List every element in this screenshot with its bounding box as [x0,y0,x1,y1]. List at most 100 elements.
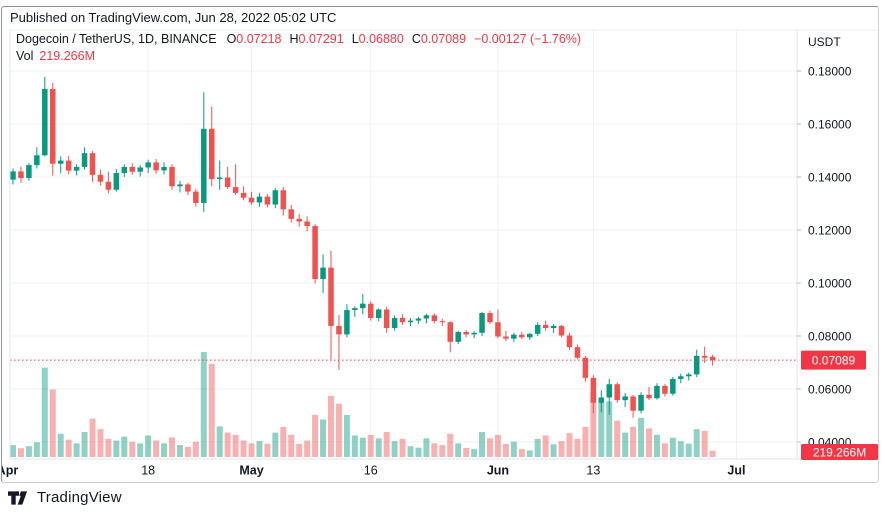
candle-body [18,171,24,179]
candle-body [336,325,342,335]
volume-bar [351,435,358,457]
symbol-title: Dogecoin / TetherUS, 1D, BINANCE [16,32,217,46]
volume-bar [288,434,295,457]
axis-badges: 0.07089 219.266M [801,350,878,460]
volume-bar [89,418,96,457]
candle-body [26,165,32,179]
tradingview-logo-icon [8,490,28,505]
published-bar: Published on TradingView.com, Jun 28, 20… [10,8,336,28]
candle-body [10,171,16,180]
candle-body [368,303,374,318]
candle-body [670,378,676,394]
candle-body [360,303,366,309]
candle-body [463,332,469,335]
candle-body [121,166,128,174]
candle-body [97,174,104,182]
volume-bar [256,441,263,457]
grid-layer [10,30,797,459]
volume-bar [518,449,525,457]
candle-body [709,356,716,361]
price-change: −0.00127 (−1.76%) [474,32,582,46]
time-axis-label: Jul [727,464,745,478]
volume-bar [709,450,716,457]
volume-bar [630,426,637,457]
candle-body [73,166,80,171]
candle-body [65,160,72,171]
volume-bar [81,432,88,457]
ohlc-pair: C0.07089 [411,32,467,46]
candle-body [519,334,525,338]
time-axis-label: 18 [141,464,155,478]
volume-bar [558,441,565,457]
candle-body [312,226,318,280]
price-tick-label: 0.14000 [808,171,852,185]
volume-bar [582,426,589,457]
candle-body [256,196,263,203]
volume-bar [105,438,112,457]
volume-bar [73,443,80,457]
candle-body [89,153,96,175]
price-chart: USDT 0.18000 0.16000 0.14000 0.12000 0.10000 0… [2,29,878,478]
candle-body [201,128,207,203]
volume-bar [566,433,573,457]
volume-bar [391,441,398,457]
candle-body [113,173,120,190]
volume-bar [502,443,509,457]
candle-body [81,153,88,167]
candle-body [550,325,557,329]
volume-bar [296,443,303,457]
volume-bar [145,435,152,457]
candle-body [479,312,485,333]
volume-bar [33,442,40,457]
candle-body [487,312,493,323]
candle-body [383,309,390,329]
candle-body [471,332,477,335]
volume-bar [661,443,668,457]
volume-bar [367,434,374,457]
candle-body [248,197,255,203]
candle-body [232,187,239,193]
candle-body [352,308,358,311]
volume-bar [685,443,692,457]
candle-body [153,162,159,171]
time-axis-label: Jun [487,464,509,478]
volume-bar [41,367,48,457]
volume-bar [49,389,56,457]
candle-body [662,385,668,394]
candle-body [209,128,215,180]
footer-brand-link[interactable]: TradingView [8,489,122,506]
candle-body [511,334,517,339]
candle-body [304,221,310,227]
volume-bar [423,438,430,457]
legend-row-volume: Vol 219.266M [16,48,581,65]
volume-bar [280,426,287,457]
candle-body [344,310,350,335]
snapshot-widget: Published on TradingView.com, Jun 28, 20… [1,6,879,483]
volume-value: 219.266M [39,49,95,63]
volume-bar [701,430,708,457]
volume-bar [487,438,493,457]
candle-body [34,155,40,166]
volume-bar [65,439,72,457]
candle-body [590,377,597,403]
volume-bar [25,446,32,457]
candle-body [693,355,700,375]
candle-body [105,181,112,190]
time-axis-labels: Apr 18 May 16 Jun 13 Jul [2,464,745,478]
candle-body [280,190,287,210]
candle-body [646,394,652,399]
volume-bar [526,450,533,457]
time-axis-label: 13 [586,464,600,478]
volume-bar [383,432,390,457]
candle-body [145,162,151,168]
candle-body [678,376,684,379]
volume-bar [614,420,621,457]
volume-bar [137,443,144,457]
volume-bar [57,433,64,457]
candle-body [288,209,294,219]
candle-body [177,184,183,187]
volume-bar [359,437,366,457]
candle-body [606,384,612,398]
candle-body [415,318,422,321]
volume-bar [598,402,605,457]
